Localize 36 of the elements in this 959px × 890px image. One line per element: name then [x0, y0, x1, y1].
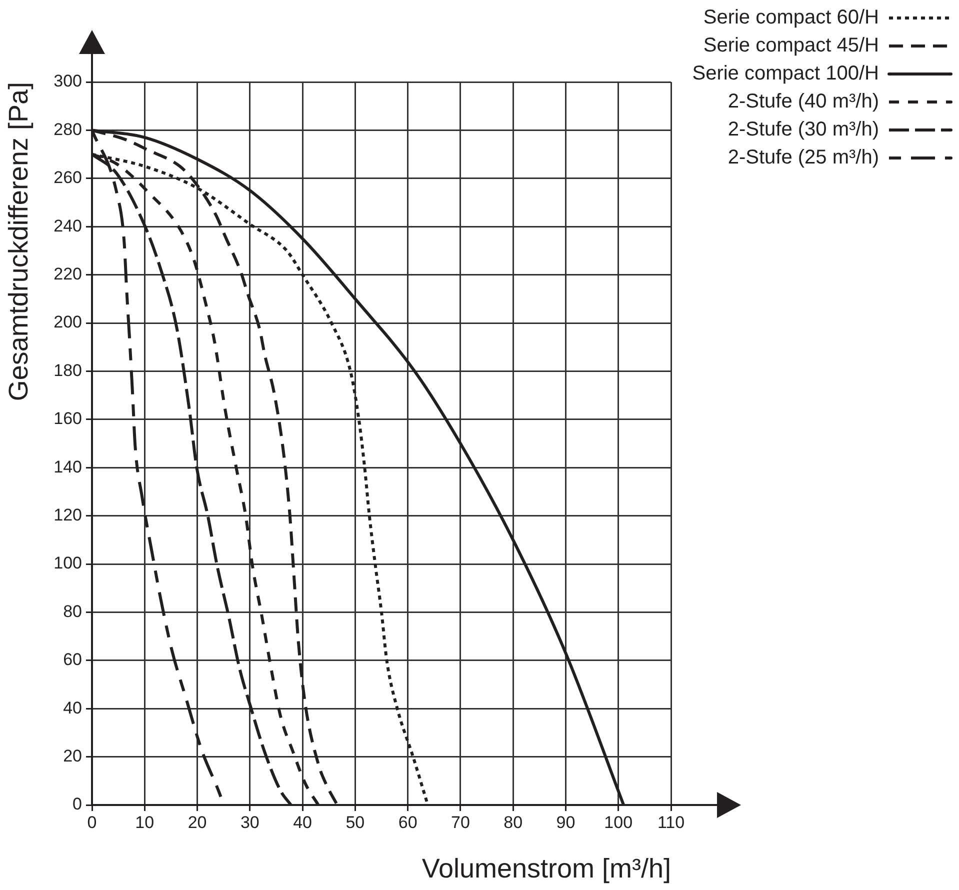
legend-label: 2-Stufe (40 m³/h) [728, 90, 879, 113]
x-tick-label: 100 [604, 812, 633, 832]
y-tick-label: 80 [63, 602, 82, 621]
y-axis-title: Gesamtdruckdifferenz [Pa] [4, 82, 34, 402]
legend-label: Serie compact 100/H [692, 62, 879, 85]
x-tick-label: 60 [398, 812, 418, 832]
y-tick-label: 200 [54, 312, 82, 332]
y-tick-label: 180 [54, 360, 82, 380]
y-tick-label: 160 [54, 409, 82, 428]
legend-label: Serie compact 60/H [703, 6, 879, 29]
x-tick-label: 10 [135, 812, 154, 832]
x-tick-label: 110 [657, 812, 685, 832]
x-tick-label: 40 [293, 812, 312, 832]
y-tick-label: 300 [54, 72, 82, 91]
x-tick-label: 0 [87, 812, 97, 832]
x-tick-label: 20 [188, 812, 207, 832]
y-tick-label: 20 [63, 746, 82, 766]
x-tick-label: 50 [346, 812, 365, 832]
y-tick-label: 0 [72, 794, 82, 814]
y-tick-label: 120 [54, 505, 82, 524]
y-tick-label: 140 [54, 457, 82, 476]
y-tick-label: 60 [63, 650, 82, 670]
x-tick-label: 30 [240, 812, 260, 832]
x-tick-label: 80 [504, 812, 523, 832]
legend-label: 2-Stufe (25 m³/h) [728, 146, 879, 169]
x-tick-label: 90 [556, 812, 576, 832]
x-axis-title: Volumenstrom [m³/h] [422, 853, 671, 884]
legend-label: 2-Stufe (30 m³/h) [728, 118, 879, 141]
x-tick-label: 70 [450, 812, 470, 832]
y-tick-label: 240 [54, 216, 82, 236]
y-tick-label: 260 [54, 168, 82, 188]
y-tick-label: 280 [54, 120, 82, 139]
y-tick-label: 100 [54, 554, 82, 573]
y-tick-label: 40 [63, 698, 82, 718]
legend-label: Serie compact 45/H [703, 34, 879, 57]
y-tick-label: 220 [54, 264, 82, 284]
